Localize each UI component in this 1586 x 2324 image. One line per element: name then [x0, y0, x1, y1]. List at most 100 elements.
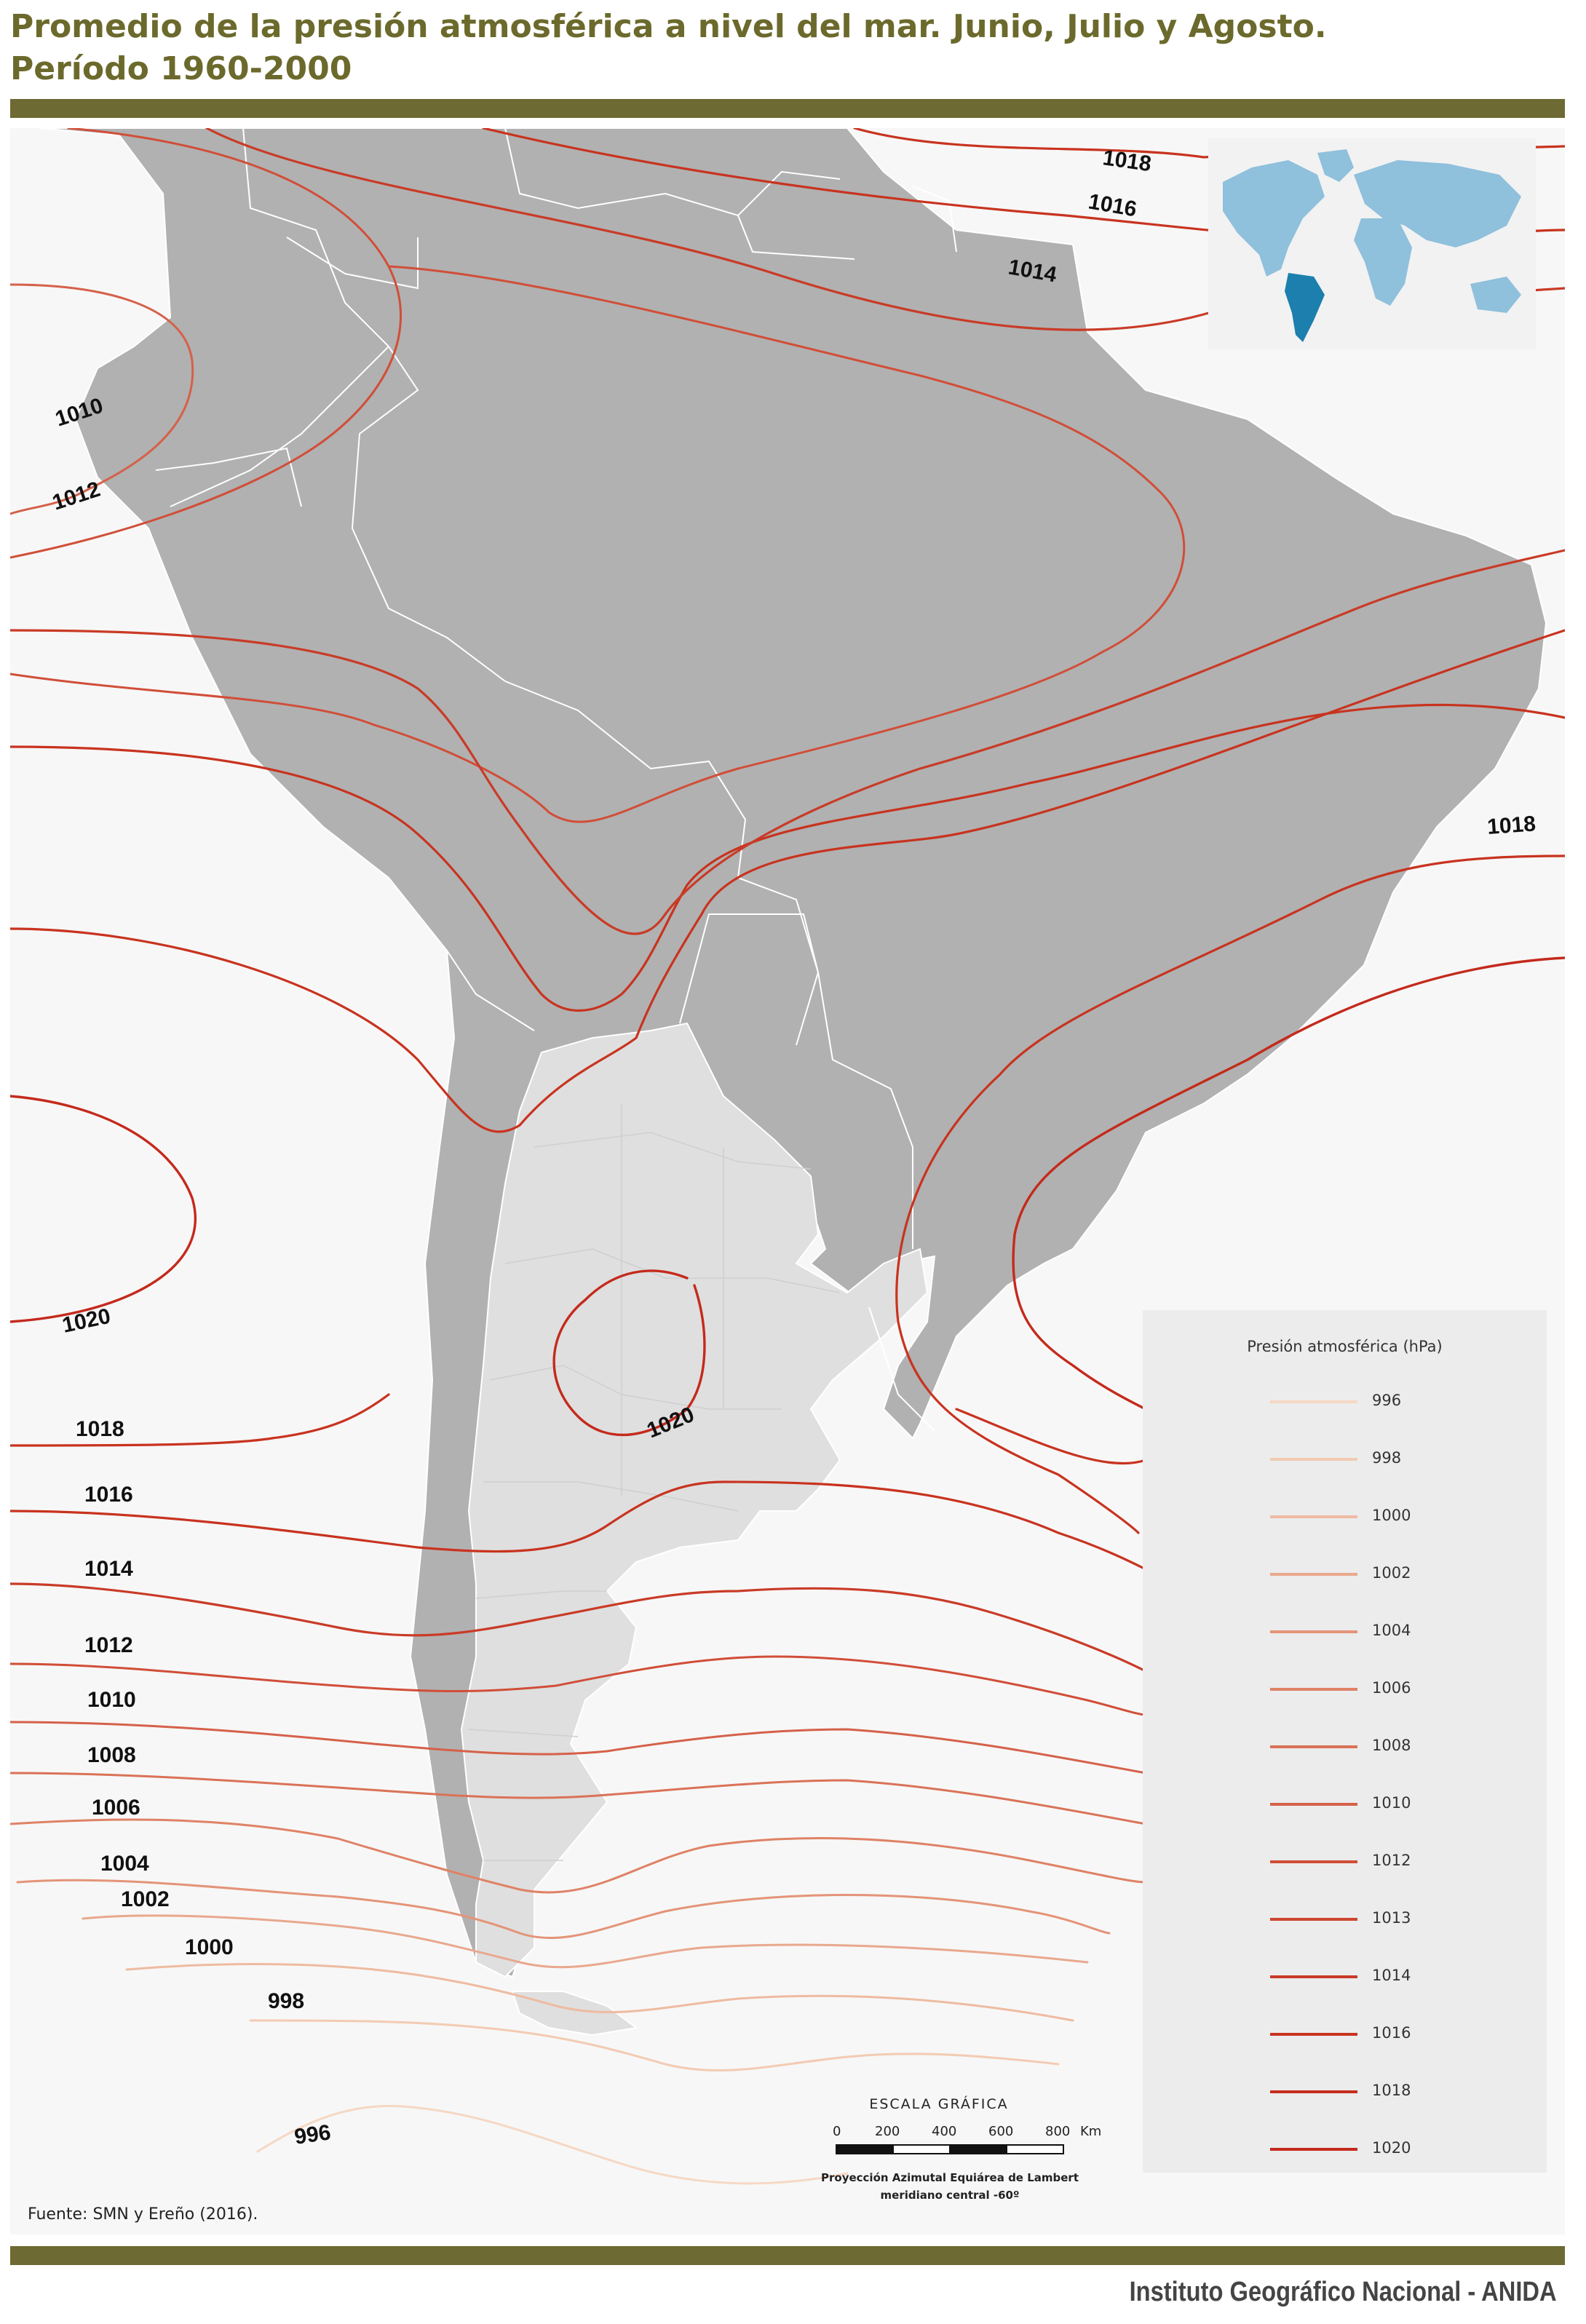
- isobar-1000-south: [125, 1963, 1074, 2022]
- legend-label: 1018: [1372, 2082, 1411, 2099]
- country-borders: [155, 128, 957, 1432]
- isobar-996-south: [256, 2105, 849, 2185]
- legend-swatch: [1270, 1745, 1357, 1748]
- isobar-label: 1002: [121, 1887, 170, 1911]
- legend-swatch: [1270, 1803, 1357, 1806]
- legend-swatch: [1270, 1630, 1357, 1633]
- map-title: Promedio de la presión atmosférica a niv…: [10, 6, 1568, 90]
- legend-label: 1000: [1372, 1507, 1411, 1524]
- scale-tick: 800: [1045, 2124, 1071, 2139]
- isobar-1020-sw-high: [10, 1095, 197, 1323]
- legend-label: 1004: [1372, 1622, 1411, 1639]
- legend-swatch: [1270, 1975, 1357, 1978]
- scale-tick: 200: [875, 2124, 900, 2139]
- legend-label: 1012: [1372, 1852, 1411, 1869]
- isobar-label: 1000: [185, 1935, 234, 1959]
- world-inset-map: [1208, 138, 1536, 349]
- isobar-label: 1004: [100, 1852, 149, 1876]
- scale-bar-segment: [949, 2144, 1007, 2154]
- scale-unit: Km: [1080, 2124, 1102, 2139]
- legend-label: 1010: [1372, 1794, 1411, 1812]
- legend-item: 1004: [1270, 1620, 1532, 1642]
- legend-item: 998: [1270, 1448, 1532, 1470]
- inset-north-america: [1223, 160, 1325, 277]
- isobar-label: 1018: [1486, 812, 1537, 839]
- legend-item: 1018: [1270, 2080, 1532, 2102]
- legend-item: 1014: [1270, 1965, 1532, 1987]
- legend-label: 998: [1372, 1449, 1402, 1467]
- legend-label: 1013: [1372, 1909, 1411, 1927]
- isobar-labels: 1018 1016 1014 1010 1012 1020 1018 1016 …: [49, 146, 1537, 2149]
- legend-panel: Presión atmosférica (hPa) 996 998 1000 1002…: [1143, 1310, 1547, 2173]
- isobar-1010-south: [10, 1721, 1147, 1774]
- legend-label: 1008: [1372, 1737, 1411, 1754]
- source-note: Fuente: SMN y Ereño (2016).: [28, 2205, 258, 2224]
- legend-item: 1013: [1270, 1908, 1532, 1930]
- isobar-998-south: [249, 2019, 1060, 2072]
- legend-swatch: [1270, 2148, 1357, 2151]
- isobar-1012-south: [10, 1655, 1147, 1716]
- isobar-1020-argentina: [552, 1269, 706, 1437]
- legend-swatch: [1270, 1688, 1357, 1691]
- isobar-1016-mid: [10, 703, 1565, 1012]
- inset-australia: [1470, 277, 1521, 313]
- scale-bar-segment: [892, 2144, 951, 2154]
- legend-item: 1002: [1270, 1563, 1532, 1585]
- legend-label: 1020: [1372, 2139, 1411, 2157]
- legend-item: 1012: [1270, 1850, 1532, 1872]
- isobar-1002-south: [82, 1914, 1089, 1969]
- isobar-1008-south: [10, 1772, 1147, 1825]
- isobar-label: 1020: [60, 1304, 113, 1338]
- inset-south-america-highlight: [1285, 273, 1325, 342]
- projection-line1: Proyección Azimutal Equiárea de Lambert: [821, 2171, 1079, 2184]
- inset-africa: [1354, 218, 1412, 306]
- inset-europe-asia: [1354, 160, 1521, 247]
- isobar-1010-nw: [10, 283, 194, 515]
- legend-swatch: [1270, 1458, 1357, 1461]
- legend-swatch: [1270, 1918, 1357, 1921]
- map-canvas: 1018 1016 1014 1010 1012 1020 1018 1016 …: [10, 128, 1565, 2185]
- legend-item: 1010: [1270, 1793, 1532, 1815]
- inset-greenland: [1317, 149, 1354, 182]
- world-inset-svg: [1223, 149, 1521, 342]
- map-title-line2: Período 1960-2000: [10, 50, 352, 87]
- bottom-rule: [10, 2246, 1565, 2265]
- isobar-label: 1012: [49, 477, 103, 515]
- legend-item: 996: [1270, 1390, 1532, 1412]
- legend-swatch: [1270, 2090, 1357, 2093]
- legend-label: 1016: [1372, 2024, 1411, 2042]
- isobar-1018-south: [10, 1393, 1147, 1465]
- footer-credit: Instituto Geográfico Nacional - ANIDA: [1129, 2277, 1557, 2307]
- isobar-label: 1016: [84, 1483, 133, 1507]
- legend-label: 1002: [1372, 1564, 1411, 1582]
- isobar-label: 1008: [87, 1743, 136, 1767]
- legend-item: 1006: [1270, 1678, 1532, 1700]
- isobar-label: 1018: [1101, 146, 1153, 176]
- legend-swatch: [1270, 1860, 1357, 1863]
- isobar-1014-mid: [10, 549, 1565, 935]
- isobar-1006-south: [10, 1818, 1147, 1894]
- isobar-label: 996: [293, 2120, 332, 2149]
- scale-tick: 0: [833, 2124, 841, 2139]
- isobar-label: 1010: [87, 1688, 136, 1712]
- province-borders: [468, 1103, 841, 1861]
- isobar-1012-loop: [10, 128, 1186, 823]
- projection-line2: meridiano central -60º: [880, 2189, 1020, 2202]
- map-frame: 1018 1016 1014 1010 1012 1020 1018 1016 …: [10, 128, 1565, 2234]
- isobar-1004-south: [16, 1879, 1111, 1939]
- scale-tick: 600: [988, 2124, 1014, 2139]
- legend-swatch: [1270, 1400, 1357, 1403]
- scale-title: ESCALA GRÁFICA: [869, 2096, 1009, 2112]
- isobar-1018-mid: [10, 629, 1565, 1133]
- legend-item: 1016: [1270, 2023, 1532, 2045]
- south-america-land: [39, 128, 1547, 1978]
- scale-bar-segment: [836, 2144, 894, 2154]
- isobar-1014-south: [10, 1582, 1147, 1673]
- isobar-label: 1012: [84, 1633, 133, 1657]
- legend-item: 1008: [1270, 1735, 1532, 1757]
- legend-swatch: [1270, 2033, 1357, 2036]
- isobar-1018-east: [895, 854, 1565, 1534]
- isobar-label: 1018: [76, 1417, 124, 1441]
- legend-swatch: [1270, 1573, 1357, 1576]
- legend-swatch: [1270, 1515, 1357, 1518]
